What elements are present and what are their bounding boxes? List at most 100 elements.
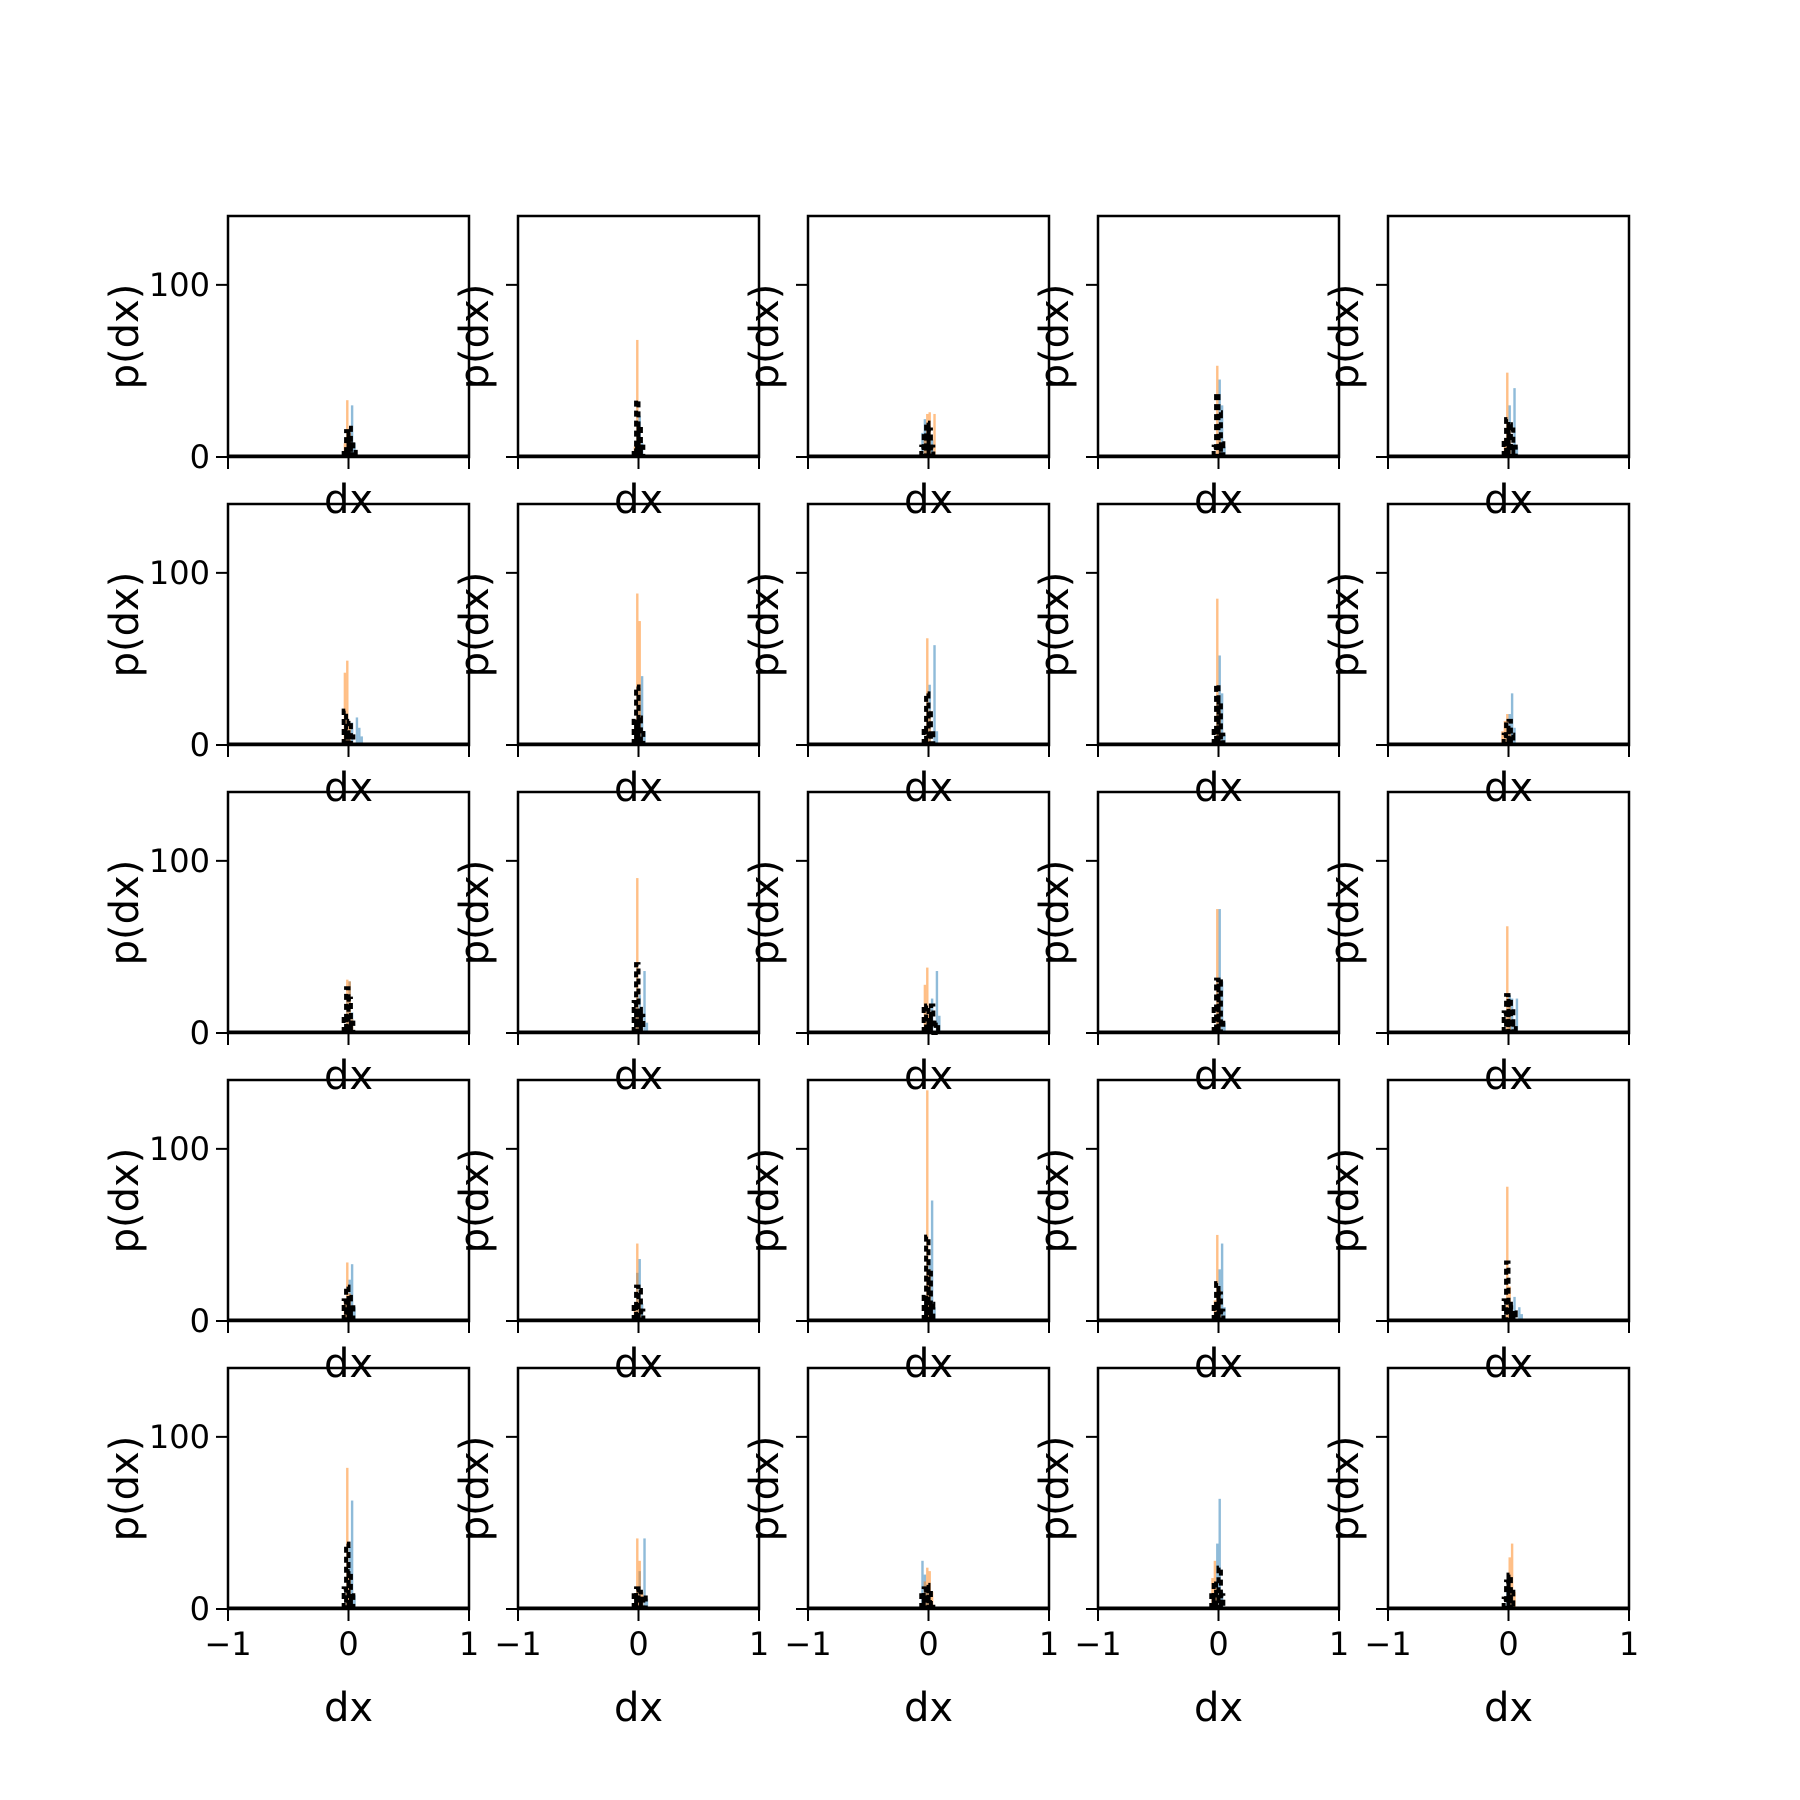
x-axis-label: dx — [1194, 1685, 1243, 1731]
bar-blue-2 — [645, 1598, 649, 1609]
x-tick-label-2: 1 — [459, 1625, 479, 1663]
bar-orange-0 — [1506, 1186, 1509, 1321]
x-axis-label: dx — [324, 1685, 373, 1731]
bar-orange-0 — [1506, 926, 1509, 1033]
subplot-r4-c3: −1 0 1 dx p(dx) — [1032, 1366, 1349, 1731]
step-black-dashed — [1211, 1281, 1226, 1321]
bar-blue-1 — [643, 1538, 646, 1609]
y-axis-label: p(dx) — [742, 572, 788, 678]
bar-orange-1 — [346, 660, 349, 745]
step-black-dashed — [919, 1582, 936, 1609]
y-axis-label: p(dx) — [1032, 572, 1078, 678]
bar-blue-1 — [1513, 388, 1516, 457]
y-axis-label: p(dx) — [452, 572, 498, 678]
x-tick-label-0: −1 — [784, 1625, 831, 1663]
bar-blue-2 — [358, 727, 361, 745]
y-tick-label-0: 0 — [190, 1590, 210, 1628]
step-black-dashed — [1211, 977, 1226, 1033]
bar-orange-0 — [1501, 731, 1504, 745]
y-axis-label: p(dx) — [452, 1148, 498, 1254]
x-tick-label-1: 0 — [1208, 1625, 1228, 1663]
x-tick-label-2: 1 — [1039, 1625, 1059, 1663]
step-black-dashed — [1211, 391, 1226, 457]
bar-blue-1 — [350, 1264, 354, 1321]
y-axis-label: p(dx) — [742, 284, 788, 390]
y-axis-label: p(dx) — [1322, 284, 1368, 390]
y-axis-label: p(dx) — [742, 1436, 788, 1542]
step-black-dashed — [1501, 1572, 1516, 1609]
bar-blue-2 — [353, 1595, 356, 1609]
x-tick-label-1: 0 — [628, 1625, 648, 1663]
y-axis-label: p(dx) — [102, 284, 148, 390]
y-axis-label: p(dx) — [1322, 860, 1368, 966]
y-axis-label: p(dx) — [742, 1148, 788, 1254]
bar-blue-1 — [1220, 981, 1224, 1033]
x-axis-label: dx — [324, 1053, 373, 1099]
y-axis-label: p(dx) — [1032, 860, 1078, 966]
bar-blue-2 — [938, 1015, 941, 1033]
step-black-dashed — [921, 1234, 936, 1321]
y-tick-label-100: 100 — [149, 266, 210, 304]
step-black-dashed — [1211, 682, 1226, 745]
subplot-r4-c4: −1 0 1 dx p(dx) — [1322, 1366, 1639, 1731]
subplot-r1-c2: dx p(dx) — [742, 502, 1051, 811]
x-axis-label: dx — [1484, 1053, 1533, 1099]
x-tick-label-1: 0 — [918, 1625, 938, 1663]
step-black-dashed — [341, 986, 356, 1033]
y-axis-label: p(dx) — [452, 860, 498, 966]
step-black-dashed — [1501, 993, 1518, 1033]
y-tick-label-0: 0 — [190, 1014, 210, 1052]
x-axis-label: dx — [614, 1685, 663, 1731]
bar-blue-2 — [1515, 998, 1519, 1033]
y-axis-label: p(dx) — [1032, 1436, 1078, 1542]
x-tick-label-1: 0 — [338, 1625, 358, 1663]
bar-blue-2 — [1515, 446, 1519, 457]
x-tick-label-0: −1 — [204, 1625, 251, 1663]
bar-blue-3 — [1520, 1314, 1523, 1321]
step-black-dashed — [1209, 1565, 1226, 1609]
x-tick-label-2: 1 — [749, 1625, 769, 1663]
y-axis-label: p(dx) — [102, 860, 148, 966]
subplot-r2-c3: dx p(dx) — [1032, 790, 1341, 1099]
subplot-r1-c1: dx p(dx) — [452, 502, 761, 811]
y-tick-label-0: 0 — [190, 726, 210, 764]
x-tick-label-1: 0 — [1498, 1625, 1518, 1663]
bar-orange-1 — [1216, 1234, 1219, 1321]
x-axis-label: dx — [1484, 765, 1533, 811]
step-black-dashed — [341, 1541, 356, 1609]
bar-orange-1 — [638, 1560, 641, 1609]
subplot-r2-c0: 0 100 dx p(dx) — [102, 790, 471, 1099]
step-black-dashed — [341, 425, 358, 457]
x-axis-label: dx — [324, 765, 373, 811]
bar-blue-1 — [350, 1500, 354, 1609]
bar-blue-2 — [935, 731, 939, 745]
bar-blue-1 — [930, 1200, 934, 1321]
subplot-r0-c0: 0 100 dx p(dx) — [102, 214, 471, 523]
y-axis-label: p(dx) — [102, 1148, 148, 1254]
bar-blue-3 — [360, 736, 363, 745]
step-black-dashed — [919, 420, 936, 457]
bar-orange-0 — [1216, 598, 1219, 745]
subplot-r3-c0: 0 100 dx p(dx) — [102, 1078, 471, 1387]
subplot-r0-c3: dx p(dx) — [1032, 214, 1341, 523]
bar-blue-2 — [1223, 1307, 1226, 1321]
x-axis-label: dx — [1194, 765, 1243, 811]
x-tick-label-2: 1 — [1619, 1625, 1639, 1663]
subplot-r2-c4: dx p(dx) — [1322, 790, 1631, 1099]
bar-blue-1 — [1220, 1243, 1224, 1321]
bar-orange-3 — [933, 413, 936, 457]
bar-blue-1 — [933, 645, 936, 745]
step-black-dashed — [631, 684, 646, 745]
y-tick-label-100: 100 — [149, 554, 210, 592]
bar-blue-1 — [1220, 405, 1224, 457]
x-tick-label-0: −1 — [1364, 1625, 1411, 1663]
bar-orange-3 — [930, 1591, 934, 1609]
y-axis-label: p(dx) — [1322, 572, 1368, 678]
x-axis-label: dx — [324, 477, 373, 523]
step-black-dashed — [631, 1586, 648, 1609]
y-tick-label-100: 100 — [149, 1418, 210, 1456]
x-axis-label: dx — [1194, 1341, 1243, 1387]
bar-blue-1 — [643, 971, 646, 1033]
y-axis-label: p(dx) — [1322, 1148, 1368, 1254]
bar-blue-1 — [640, 676, 644, 745]
